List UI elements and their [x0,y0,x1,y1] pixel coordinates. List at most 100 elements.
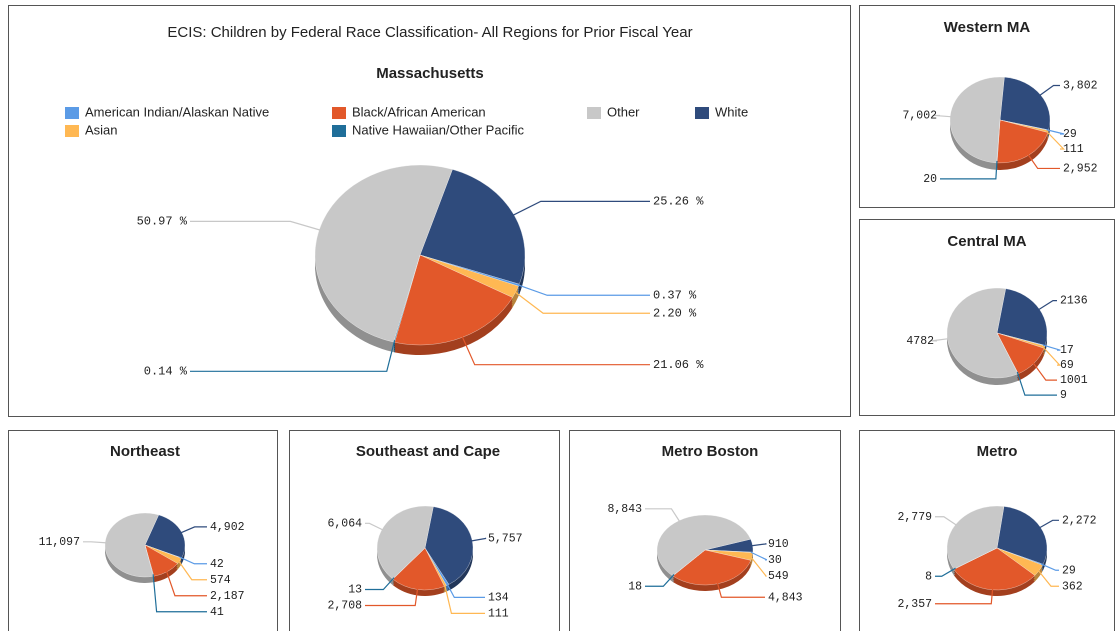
legend-swatch [65,125,79,137]
data-label: 9 [1060,389,1067,402]
data-label: 111 [488,607,509,620]
data-label: 2,272 [1062,514,1097,527]
data-label: 0.37 % [653,288,697,302]
leader-line [1032,361,1057,381]
chart-title: Northeast [110,443,180,460]
leader-line [511,200,650,217]
leader-line [83,541,108,544]
leader-line [1026,153,1060,170]
leader-line [935,587,994,605]
data-label: 13 [348,584,362,597]
leader-line [152,574,207,613]
chart-title: ECIS: Children by Federal Race Classific… [167,24,692,41]
leader-line [645,574,675,587]
leader-line [444,584,485,614]
data-label: 1001 [1060,374,1088,387]
legend-label: American Indian/Alaskan Native [85,104,269,119]
leader-line [940,160,998,180]
leader-line [365,577,395,591]
leader-line [1037,569,1059,587]
data-label: 20 [923,173,937,186]
data-label: 11,097 [39,536,80,549]
data-label: 5,757 [488,532,523,545]
legend-swatch [332,125,346,137]
data-label: 4,902 [210,521,245,534]
data-label: 2,357 [897,598,932,611]
leader-line [1046,129,1065,135]
leader-line [1016,371,1057,396]
legend-label: Native Hawaiian/Other Pacific [352,122,524,137]
data-label: 4782 [906,335,934,348]
chart-title: Metro Boston [662,443,759,460]
data-label: 0.14 % [144,364,188,378]
leader-line [179,526,207,534]
leader-line [1042,344,1061,351]
chart-title: Southeast and Cape [356,443,500,460]
legend-swatch [587,107,601,119]
leader-line [716,581,765,598]
leader-line [365,522,384,531]
data-label: 7,002 [902,109,937,122]
leader-line [190,340,396,372]
data-label: 2,779 [897,511,932,524]
leader-line [750,543,767,547]
data-label: 29 [1063,128,1077,141]
leader-line [365,587,419,607]
data-label: 25.26 % [653,195,704,209]
leader-line [177,559,207,581]
data-label: 910 [768,538,789,551]
leader-line [179,556,207,565]
data-label: 362 [1062,580,1083,593]
data-label: 134 [488,591,509,604]
leader-line [516,283,650,296]
leader-line [1045,130,1065,150]
data-label: 2.20 % [653,306,697,320]
data-label: 3,802 [1063,80,1098,93]
data-label: 29 [1062,564,1076,577]
data-label: 42 [210,558,224,571]
chart-title: Central MA [947,233,1026,250]
chart-title: Metro [977,443,1018,460]
legend-swatch [695,107,709,119]
data-label: 41 [210,606,224,619]
data-label: 111 [1063,143,1084,156]
data-label: 4,843 [768,591,803,604]
leader-line [1037,300,1057,311]
data-label: 2,187 [210,590,245,603]
leader-line [931,337,950,342]
leader-line [934,114,953,118]
data-label: 2136 [1060,295,1088,308]
leader-line [1038,519,1059,529]
leader-line [190,220,322,231]
data-label: 8 [925,570,932,583]
legend-label: White [715,104,748,119]
chart-subtitle: Massachusetts [376,65,484,82]
legend-label: Black/African American [352,104,486,119]
leader-line [1038,84,1060,97]
leader-line [749,555,768,577]
data-label: 574 [210,574,231,587]
legend-swatch [332,107,346,119]
leader-line [1042,346,1062,366]
leader-line [446,582,485,598]
data-label: 549 [768,570,789,583]
data-label: 50.97 % [137,215,188,229]
leader-line [513,290,650,314]
data-label: 69 [1060,359,1074,372]
legend-label: Other [607,104,640,119]
leader-line [645,508,681,523]
data-label: 6,064 [327,517,362,530]
data-label: 30 [768,554,782,567]
chart-title: Western MA [944,19,1031,36]
data-label: 21.06 % [653,358,704,372]
leader-line [165,569,207,597]
data-label: 17 [1060,344,1074,357]
leader-line [470,537,487,542]
leader-line [1040,563,1059,571]
legend-swatch [65,107,79,119]
leader-line [935,516,958,527]
data-label: 2,708 [327,600,362,613]
legend-label: Asian [85,122,118,137]
leader-line [461,335,650,366]
